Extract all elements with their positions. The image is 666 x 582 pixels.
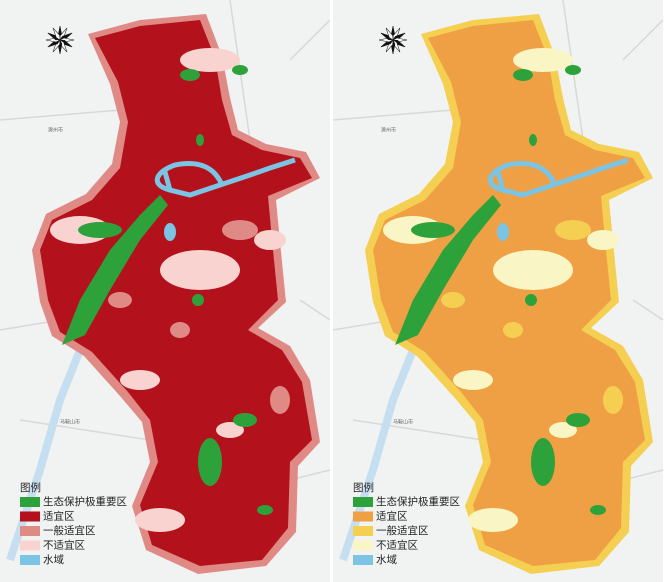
lake [497,223,509,241]
legend-label: 生态保护极重要区 [43,495,127,508]
compass [45,25,75,55]
legend-swatch [20,540,40,551]
legend-label: 一般适宜区 [43,524,96,537]
river [488,157,629,198]
region-suitable [40,20,312,566]
patch-ecological [233,413,257,427]
patch-general [503,322,523,338]
patch-ecological [198,438,222,486]
patch-ecological [196,134,204,146]
patch-ecological [513,69,533,81]
patch-unsuitable [216,422,244,438]
patch-unsuitable [468,508,518,532]
patch-ecological [565,65,581,75]
road [352,419,484,441]
patch-general [170,322,190,338]
green-corridor [62,195,168,345]
legend-label: 不适宜区 [376,539,418,552]
region-suitable [373,20,645,566]
green-corridor [395,195,501,345]
road [622,19,664,61]
road [299,299,331,321]
place-label: 滁州市 [48,127,63,134]
compass-ray [385,27,394,41]
patch-ecological [529,134,537,146]
legend-label: 生态保护极重要区 [376,495,460,508]
patch-ecological [180,69,200,81]
patch-general [441,292,465,308]
lake [164,223,176,241]
legend-swatch [20,511,40,522]
patch-unsuitable [135,508,185,532]
legend-swatch [353,526,373,536]
patch-unsuitable [549,422,577,438]
road [632,299,664,321]
patch-ecological [78,222,122,238]
patch-general [270,386,290,414]
road [332,109,454,121]
legend-title: 图例 [20,481,41,494]
patch-ecological [232,65,248,75]
legend-swatch [353,540,373,551]
road [19,419,151,441]
legend-label: 水域 [43,553,64,566]
legend-swatch [353,511,373,522]
road [289,19,331,61]
patch-unsuitable [254,230,286,250]
patch-unsuitable [513,48,573,72]
legend-label: 一般适宜区 [376,524,429,537]
legend-swatch [20,526,40,536]
patch-ecological [257,505,273,515]
patch-unsuitable [160,250,240,290]
patch-unsuitable [493,250,573,290]
legend-label: 水域 [376,553,397,566]
patch-unsuitable [587,230,619,250]
legend-label: 适宜区 [43,510,75,523]
legend-swatch [353,555,373,565]
place-label: 马鞍山市 [60,419,80,426]
legend-label: 适宜区 [376,510,408,523]
patch-ecological [590,505,606,515]
patch-general [603,386,623,414]
patch-ecological [566,413,590,427]
river [155,157,296,198]
legend-label: 不适宜区 [43,539,85,552]
legend-title: 图例 [353,481,374,494]
compass [378,25,408,55]
legend-swatch [20,555,40,565]
patch-general [108,292,132,308]
patch-unsuitable [180,48,240,72]
patch-unsuitable [453,370,493,390]
patch-ecological [192,294,204,306]
legend-swatch [353,497,373,507]
road [0,109,121,121]
place-label: 滁州市 [381,127,396,134]
patch-ecological [411,222,455,238]
legend-swatch [20,497,40,507]
patch-general [555,220,591,240]
patch-general [222,220,258,240]
place-label: 马鞍山市 [393,419,413,426]
compass-ray [52,27,61,41]
patch-ecological [525,294,537,306]
patch-ecological [531,438,555,486]
patch-unsuitable [120,370,160,390]
